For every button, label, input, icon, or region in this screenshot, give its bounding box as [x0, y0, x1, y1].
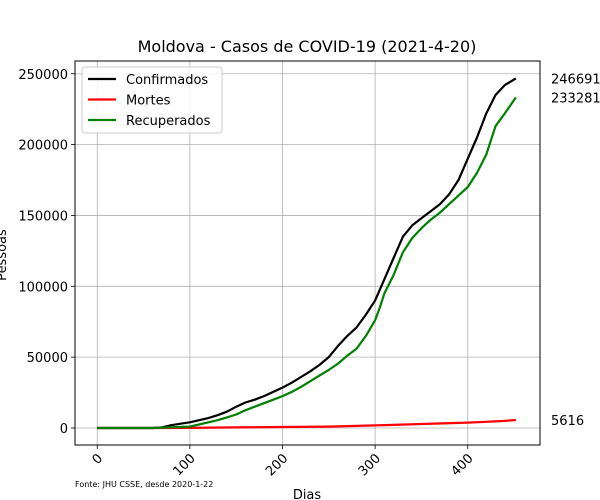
x-tick-label: 200 — [263, 451, 291, 479]
y-tick-label: 200000 — [18, 139, 68, 154]
series-lines — [97, 77, 517, 430]
series-line-recuperados — [97, 96, 517, 430]
x-tick-label: 0 — [90, 451, 106, 467]
y-tick-label: 250000 — [18, 68, 68, 83]
x-axis-label: Dias — [293, 488, 322, 500]
y-tick-label: 50000 — [27, 351, 68, 366]
end-label-mortes: 5616 — [551, 414, 584, 429]
legend-label: Mortes — [126, 94, 171, 109]
x-tick-label: 300 — [356, 451, 384, 479]
x-tick-label: 400 — [448, 451, 476, 479]
y-tick-label: 0 — [60, 422, 68, 437]
legend-label: Confirmados — [126, 73, 208, 88]
x-tick-label: 100 — [171, 451, 199, 479]
y-tick-label: 100000 — [18, 280, 68, 295]
source-note: Fonte: JHU CSSE, desde 2020-1-22 — [75, 480, 213, 489]
end-label-recuperados: 233281 — [551, 91, 600, 106]
legend-box — [81, 66, 223, 134]
series-line-mortes — [97, 418, 516, 430]
end-labels: 246691 5616 233281 — [551, 72, 600, 429]
y-axis-label: Pessoas — [0, 229, 10, 281]
plot-frame — [74, 60, 541, 446]
series-line-confirmados — [97, 77, 517, 430]
legend: Confirmados Mortes Recuperados — [81, 66, 223, 134]
chart-title: Moldova - Casos de COVID-19 (2021-4-20) — [138, 37, 477, 56]
y-tick-label: 150000 — [18, 209, 68, 224]
legend-label: Recuperados — [126, 114, 211, 129]
end-label-confirmados: 246691 — [551, 72, 600, 87]
